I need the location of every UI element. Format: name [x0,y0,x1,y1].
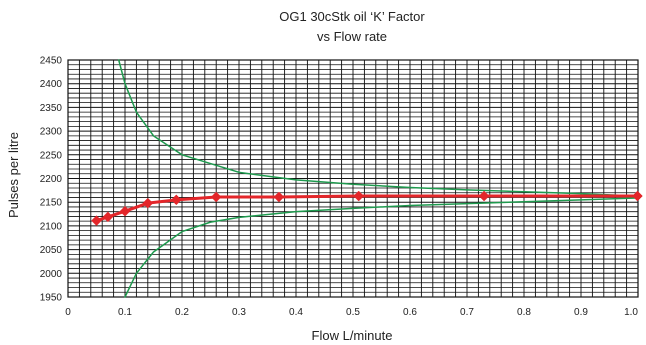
series-layer [91,59,643,298]
y-tick-label: 2200 [40,174,63,185]
y-tick-label: 2300 [40,127,63,138]
data-point-marker [210,191,222,203]
y-tick-label: 2000 [40,269,63,280]
x-tick-label: 0.7 [460,307,474,318]
upper-limit-line [117,59,639,197]
y-tick-label: 2400 [40,79,63,90]
y-tick-label: 2050 [40,245,63,256]
x-tick-label: 0.2 [175,307,189,318]
data-point-marker [91,215,102,227]
data-point-marker [102,211,114,223]
data-point-marker [273,191,285,203]
x-tick-labels: 0 0.1 0.2 0.3 0.4 0.5 0.6 0.7 0.8 0.9 1.0 [65,307,638,318]
data-point-marker [632,190,643,202]
chart-title-line-2: vs Flow rate [317,29,387,44]
x-tick-label: 0.8 [517,307,531,318]
y-tick-labels: 1950 2000 2050 2100 2150 2200 2250 2300 2350 2400… [40,56,63,304]
x-tick-label: 0.5 [346,307,360,318]
y-tick-label: 2100 [40,221,63,232]
data-point-marker [353,190,365,202]
y-axis-label: Pulses per litre [6,132,21,218]
x-tick-label: 0.4 [289,307,303,318]
lower-limit-line [124,197,639,298]
data-point-marker [119,205,131,217]
chart-title-line-1: OG1 30cStk oil ‘K’ Factor [279,9,425,24]
x-tick-label: 0 [65,307,71,318]
data-point-marker [478,190,490,202]
x-tick-label: 0.9 [574,307,588,318]
x-tick-label: 0.3 [232,307,246,318]
data-point-marker [142,197,154,209]
grid [67,59,639,298]
x-tick-label: 0.6 [403,307,417,318]
y-tick-label: 2450 [40,56,63,67]
y-tick-label: 2150 [40,198,63,209]
y-tick-label: 2350 [40,103,63,114]
x-tick-label: 1.0 [624,307,638,318]
y-tick-label: 2250 [40,150,63,161]
data-point-marker [170,194,182,206]
plot-frame [67,59,639,298]
y-tick-label: 1950 [40,293,63,304]
x-tick-label: 0.1 [118,307,132,318]
measured-line [95,194,639,223]
x-axis-label: Flow L/minute [312,328,393,343]
